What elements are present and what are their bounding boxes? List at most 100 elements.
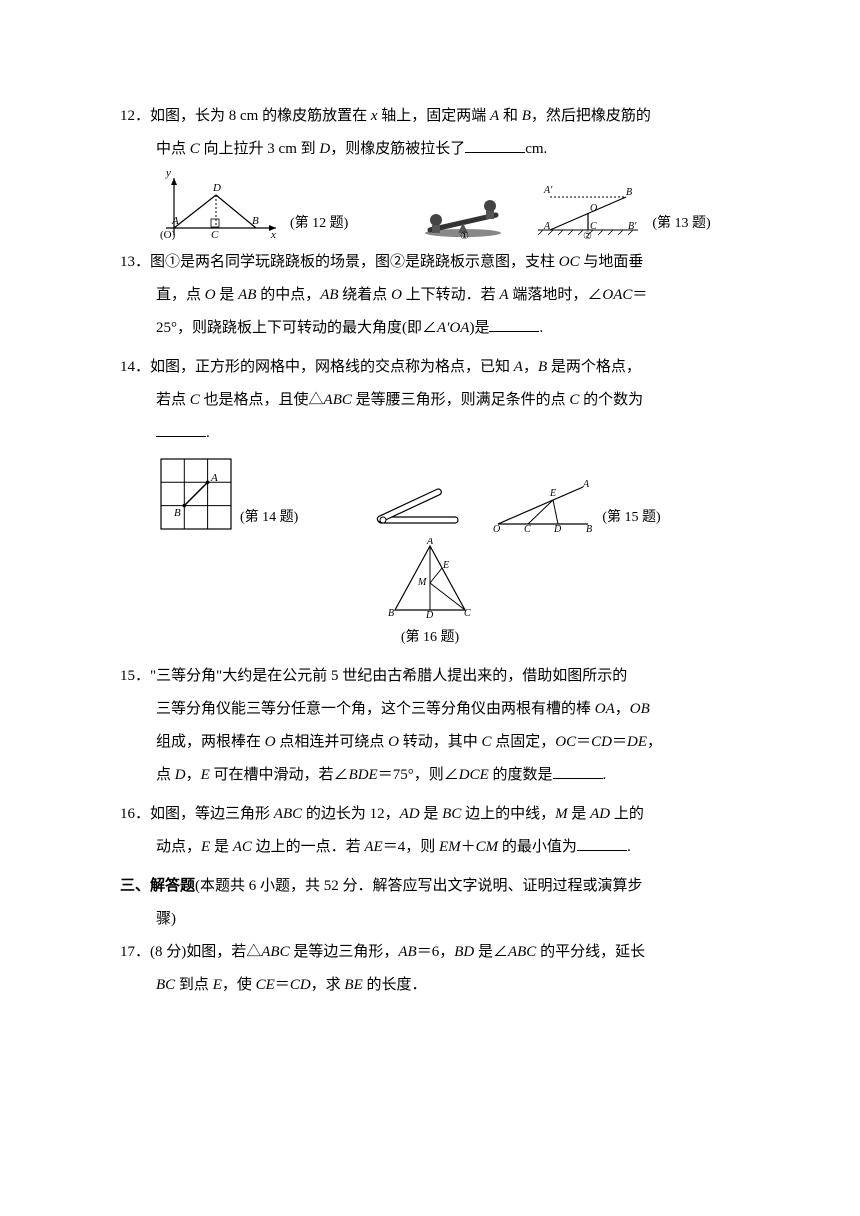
blank-12 <box>465 138 525 153</box>
t: 图①是两名同学玩跷跷板的场景，图②是跷跷板示意图，支柱 <box>150 254 559 270</box>
var-x: x <box>371 108 378 124</box>
svg-text:B: B <box>626 187 632 198</box>
v: OC <box>559 254 580 270</box>
q13-line2: 直，点 O 是 AB 的中点，AB 绕着点 O 上下转动．若 A 端落地时，∠O… <box>120 279 740 312</box>
svg-text:E: E <box>549 488 556 499</box>
svg-text:A: A <box>426 538 434 547</box>
question-15: 15．"三等分角"大约是在公元前 5 世纪由古希腊人提出来的，借助如图所示的 三… <box>120 660 740 792</box>
svg-text:x: x <box>270 229 276 240</box>
t: 是 <box>568 806 591 822</box>
v: C <box>190 392 200 408</box>
v: OB <box>630 701 650 717</box>
t: 中点 <box>156 141 190 157</box>
q13-line1: 13．图①是两名同学玩跷跷板的场景，图②是跷跷板示意图，支柱 OC 与地面垂 <box>120 246 740 279</box>
svg-text:D: D <box>553 524 562 534</box>
q15-num: 15． <box>120 668 150 684</box>
v: CD <box>591 734 612 750</box>
question-16: 16．如图，等边三角形 ABC 的边长为 12，AD 是 BC 边上的中线，M … <box>120 798 740 864</box>
t: 绕着点 <box>339 287 392 303</box>
t: ＝ <box>632 287 647 303</box>
t: 可在槽中滑动，若∠ <box>210 767 349 783</box>
svg-text:A′: A′ <box>543 185 553 196</box>
t: ， <box>523 359 538 375</box>
v: O <box>205 287 216 303</box>
v: B <box>538 359 547 375</box>
seesaw-photo-icon: ① <box>418 185 508 240</box>
fig-row-16: A B D C M E (第 16 题) <box>120 538 740 654</box>
q15-line2: 三等分角仪能三等分任意一个角，这个三等分角仪由两根有槽的棒 OA，OB <box>120 693 740 726</box>
v: ABC <box>324 392 352 408</box>
t: ＝ <box>576 734 591 750</box>
figure-14: A B (第 14 题) <box>156 454 298 534</box>
t: ＝75°，则∠ <box>378 767 459 783</box>
figure-15-diagram: O C D B E A (第 15 题) <box>488 479 660 534</box>
svg-text:(O): (O) <box>160 229 176 240</box>
q15-line4: 点 D，E 可在槽中滑动，若∠BDE＝75°，则∠DCE 的度数是. <box>120 759 740 792</box>
figure-15-tool <box>368 479 468 534</box>
grid-icon: A B <box>156 454 236 534</box>
t: 如图，正方形的网格中，网格线的交点称为格点，已知 <box>150 359 514 375</box>
t: 是等边三角形， <box>290 944 399 960</box>
t: 上的 <box>610 806 644 822</box>
t: ， <box>615 701 630 717</box>
blank-16 <box>577 836 627 851</box>
t: 组成，两根棒在 <box>156 734 265 750</box>
v: A <box>514 359 523 375</box>
t: 是等腰三角形，则满足条件的点 <box>352 392 570 408</box>
t: ， <box>647 734 662 750</box>
t: 向上拉升 3 cm 到 <box>200 141 320 157</box>
question-13: 13．图①是两名同学玩跷跷板的场景，图②是跷跷板示意图，支柱 OC 与地面垂 直… <box>120 246 740 345</box>
caption-14: (第 14 题) <box>240 503 298 534</box>
q14-line3: . <box>120 417 740 450</box>
q17-num: 17． <box>120 944 150 960</box>
var-C: C <box>190 141 200 157</box>
v: OC <box>555 734 576 750</box>
svg-text:C: C <box>211 229 219 240</box>
v: A <box>499 287 508 303</box>
v: EM <box>439 839 461 855</box>
t: 的长度． <box>363 977 427 993</box>
t: )是 <box>469 320 489 336</box>
svg-text:O: O <box>590 203 597 214</box>
q13-num: 13． <box>120 254 150 270</box>
q12-line2: 中点 C 向上拉升 3 cm 到 D，则橡皮筋被拉长了cm. <box>120 133 740 166</box>
v: ABC <box>261 944 289 960</box>
svg-text:②: ② <box>583 231 592 240</box>
t: 动点， <box>156 839 201 855</box>
fig12-svg: y D A (O) C B x <box>156 170 286 240</box>
q15-line1: 15．"三等分角"大约是在公元前 5 世纪由古希腊人提出来的，借助如图所示的 <box>120 660 740 693</box>
q16-line2: 动点，E 是 AC 边上的一点．若 AE＝4，则 EM＋CM 的最小值为. <box>120 831 740 864</box>
caption-15: (第 15 题) <box>602 503 660 534</box>
t: ＝ <box>275 977 290 993</box>
q14-line2: 若点 C 也是格点，且使△ABC 是等腰三角形，则满足条件的点 C 的个数为 <box>120 384 740 417</box>
t: ，则橡皮筋被拉长了 <box>330 141 465 157</box>
section-sub2: 骤) <box>120 903 740 936</box>
t: 边上的一点．若 <box>252 839 365 855</box>
svg-text:B: B <box>388 608 394 619</box>
fig-row-12-13: y D A (O) C B x (第 12 题) ① <box>120 170 740 240</box>
t: 边上的中线， <box>461 806 555 822</box>
v: DCE <box>459 767 489 783</box>
t: 三等分角仪能三等分任意一个角，这个三等分角仪由两根有槽的棒 <box>156 701 595 717</box>
v: BD <box>454 944 474 960</box>
v: D <box>175 767 186 783</box>
v: DE <box>627 734 647 750</box>
section-3-header: 三、解答题(本题共 6 小题，共 52 分．解答应写出文字说明、证明过程或演算步 <box>120 870 740 903</box>
t: 点固定， <box>492 734 556 750</box>
figure-16: A B D C M E (第 16 题) <box>380 538 480 654</box>
v: AD <box>400 806 420 822</box>
t: ＝4，则 <box>383 839 439 855</box>
t: 是两个格点， <box>547 359 641 375</box>
t: 点 <box>156 767 175 783</box>
q16-num: 16． <box>120 806 150 822</box>
v: CM <box>476 839 499 855</box>
caption-13: (第 13 题) <box>652 209 710 240</box>
t: . <box>627 839 631 855</box>
t: 到点 <box>175 977 213 993</box>
v: BC <box>156 977 175 993</box>
t: 和 <box>499 108 522 124</box>
t: 是∠ <box>474 944 508 960</box>
t: "三等分角"大约是在公元前 5 世纪由古希腊人提出来的，借助如图所示的 <box>150 668 627 684</box>
t: 25°，则跷跷板上下可转动的最大角度(即∠ <box>156 320 437 336</box>
t: ＋ <box>461 839 476 855</box>
